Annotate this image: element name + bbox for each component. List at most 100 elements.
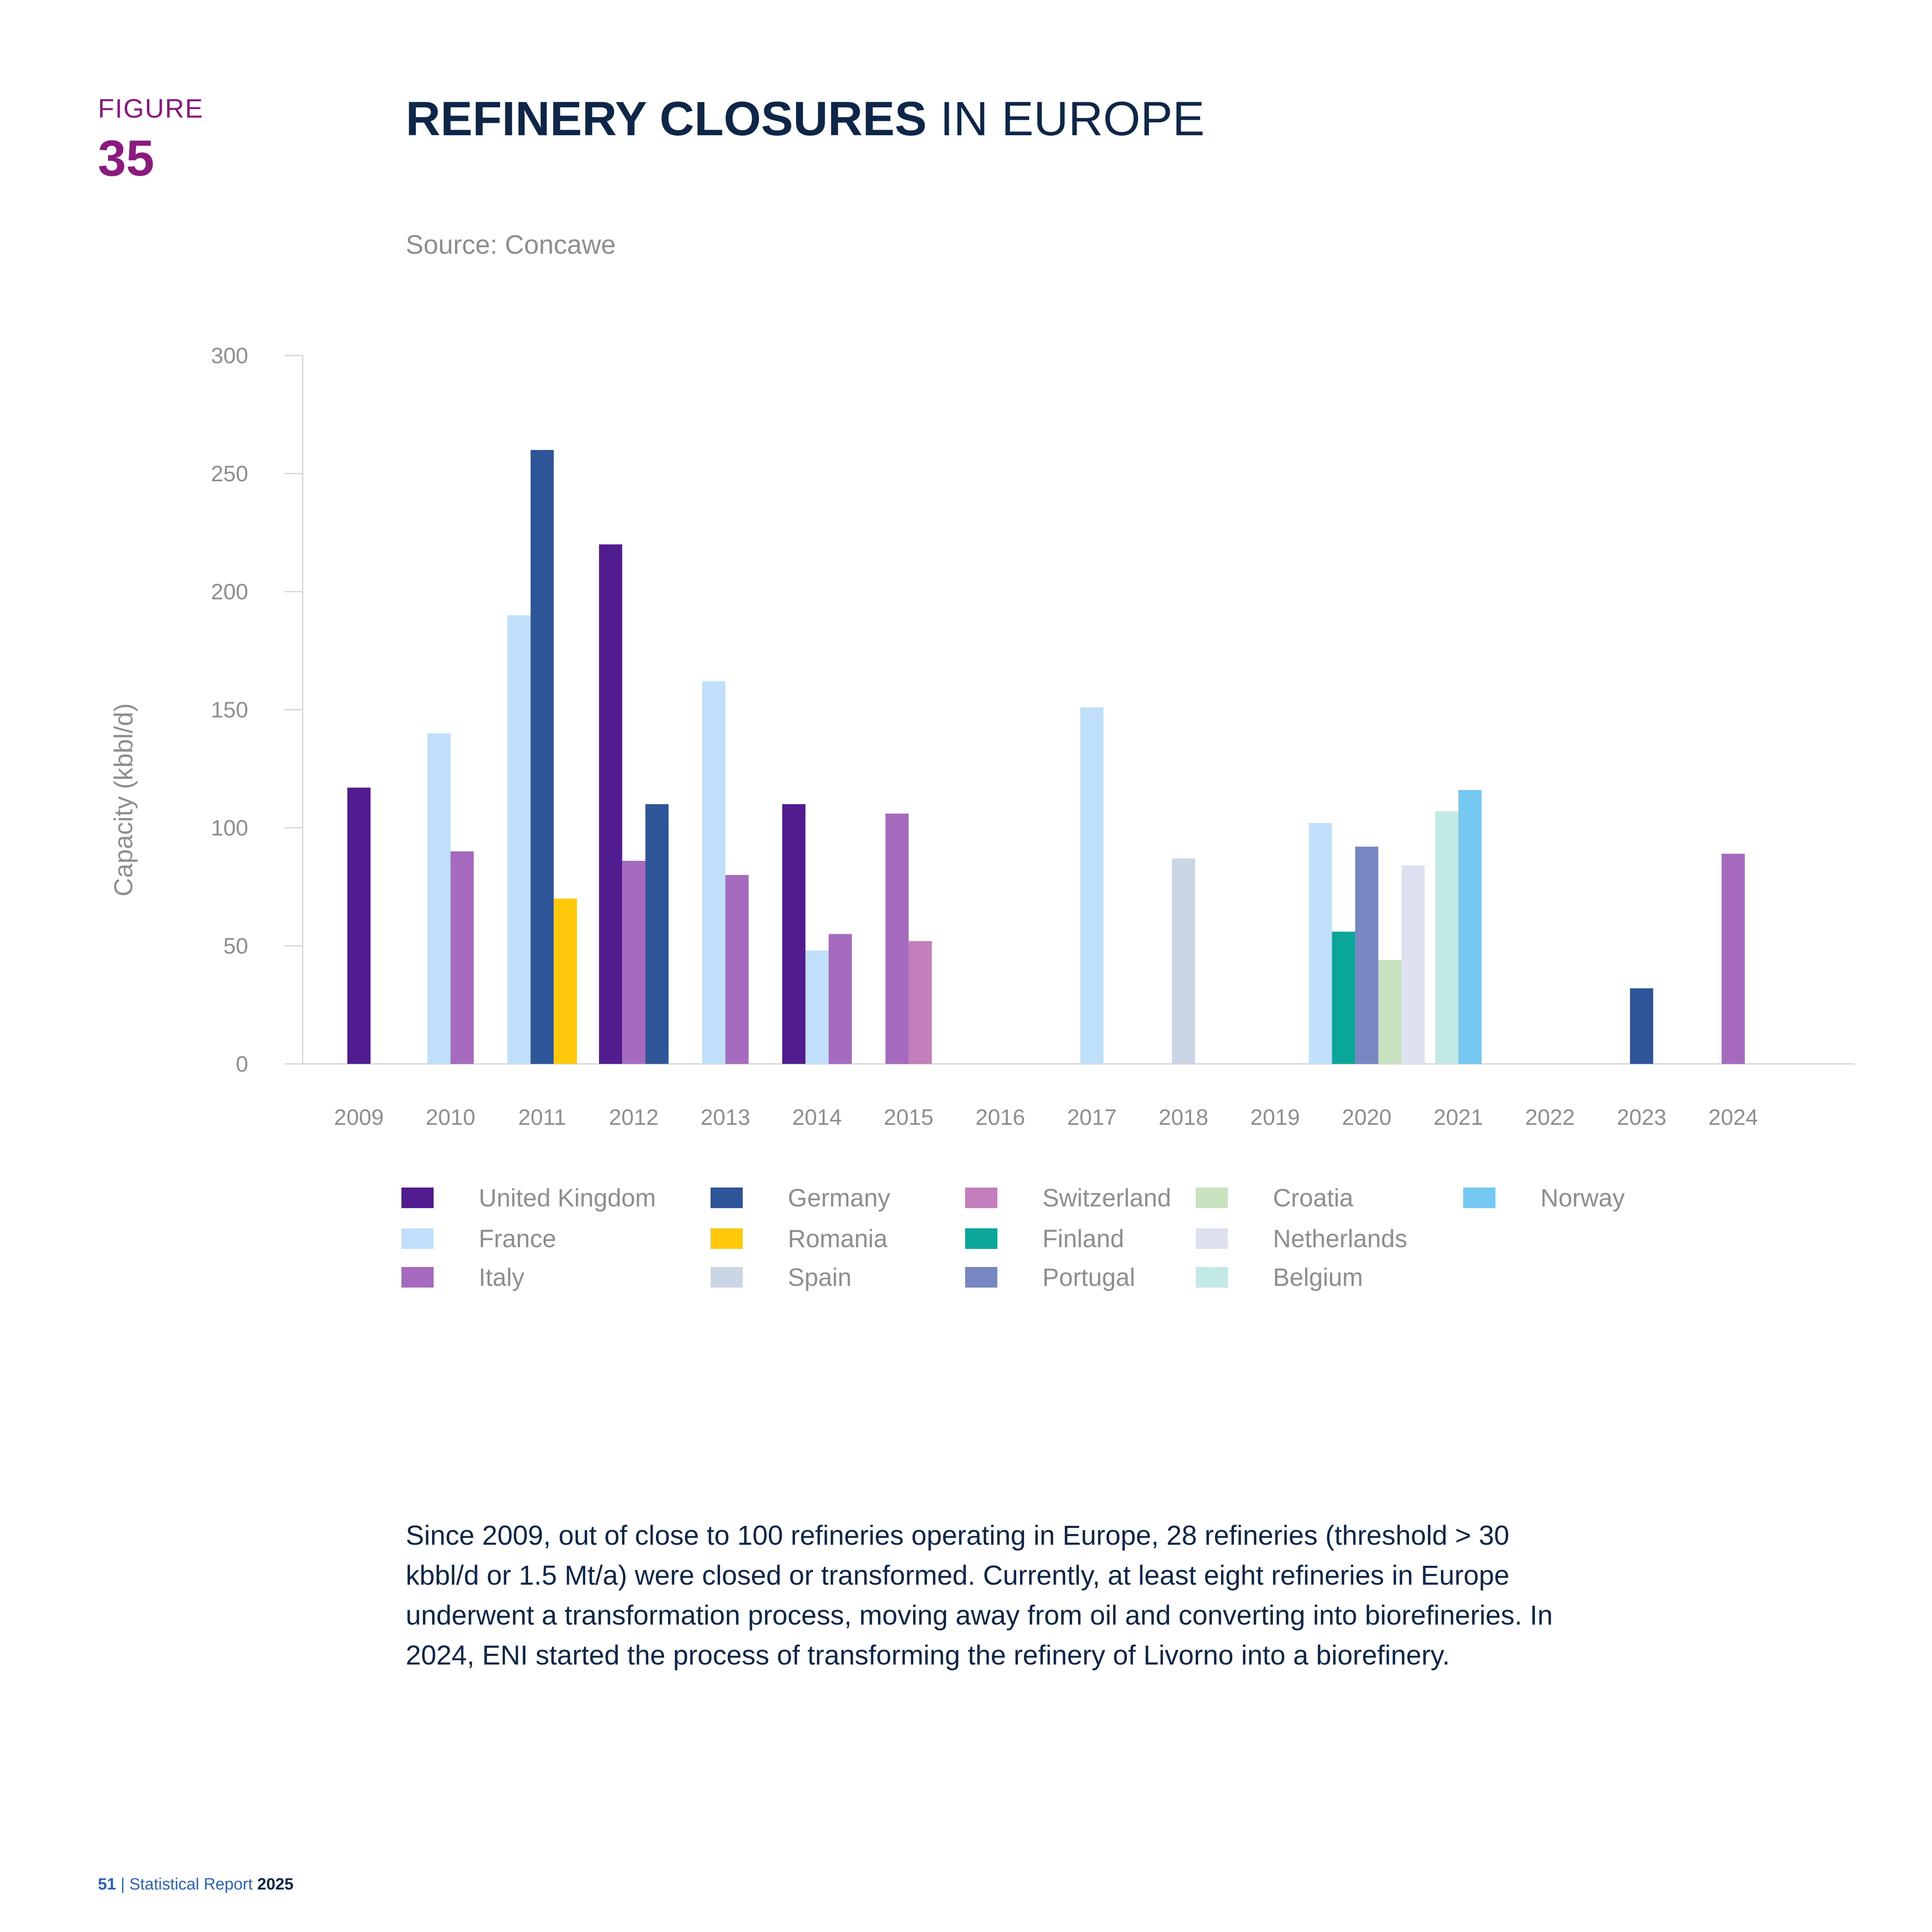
x-tick-label: 2019 xyxy=(1250,1105,1300,1130)
x-tick-label: 2021 xyxy=(1434,1105,1483,1130)
legend-swatch xyxy=(965,1267,997,1288)
bar xyxy=(427,733,451,1064)
legend-item: Netherlands xyxy=(1196,1225,1407,1253)
legend-item: United Kingdom xyxy=(401,1184,656,1212)
legend-item: Finland xyxy=(965,1225,1124,1253)
page-footer: 51 | Statistical Report 2025 xyxy=(98,1875,294,1894)
bar xyxy=(530,450,554,1064)
x-tick-label: 2015 xyxy=(884,1105,934,1130)
y-axis-title: Capacity (kbbl/d) xyxy=(109,703,138,896)
bar xyxy=(1309,823,1332,1064)
bar xyxy=(782,804,805,1064)
figure-label: FIGURE xyxy=(98,94,204,124)
legend-label: Italy xyxy=(479,1263,525,1291)
x-tick-label: 2018 xyxy=(1159,1105,1209,1130)
bar xyxy=(885,814,909,1064)
bar xyxy=(347,787,371,1064)
legend-item: Romania xyxy=(711,1225,887,1253)
legend-swatch xyxy=(965,1228,997,1249)
x-tick-label: 2011 xyxy=(518,1105,566,1130)
chart-source: Source: Concawe xyxy=(406,230,616,260)
legend-item: Italy xyxy=(401,1264,524,1291)
x-tick-label: 2016 xyxy=(975,1105,1025,1130)
x-tick-label: 2014 xyxy=(792,1105,842,1130)
bar xyxy=(1080,707,1104,1064)
chart-title-bold: REFINERY CLOSURES xyxy=(406,92,927,146)
x-tick-label: 2013 xyxy=(701,1105,750,1130)
bar xyxy=(1172,858,1195,1064)
x-tick-label: 2009 xyxy=(334,1105,384,1130)
bar-chart: 0 50 100 150 200 250 300 Capacity (kbbl/d) 2009 2… xyxy=(109,343,1855,1130)
bar xyxy=(1332,932,1355,1064)
legend-label: Romania xyxy=(788,1224,888,1253)
chart-title-light: IN EUROPE xyxy=(927,92,1205,146)
legend-item: France xyxy=(401,1225,556,1253)
bar xyxy=(1630,988,1653,1064)
bar xyxy=(645,804,669,1064)
bar xyxy=(599,544,623,1064)
figure-number: 35 xyxy=(98,130,155,187)
legend-label: Switzerland xyxy=(1042,1184,1171,1212)
bar xyxy=(1722,854,1745,1064)
legend-swatch xyxy=(1463,1188,1495,1208)
legend-label: Portugal xyxy=(1042,1263,1136,1291)
page-number: 51 xyxy=(98,1875,116,1893)
legend-label: Belgium xyxy=(1273,1263,1363,1291)
legend-label: Netherlands xyxy=(1273,1224,1407,1253)
x-tick-label: 2024 xyxy=(1708,1105,1758,1130)
x-tick-label: 2022 xyxy=(1525,1105,1575,1130)
y-tick-label: 100 xyxy=(211,816,248,841)
bar xyxy=(1355,847,1379,1064)
y-tick-label: 250 xyxy=(211,462,248,486)
legend-item: Germany xyxy=(711,1184,890,1212)
legend-swatch xyxy=(711,1228,743,1249)
chart-title: REFINERY CLOSURES IN EUROPE xyxy=(406,91,1205,146)
bar xyxy=(553,899,577,1064)
legend-label: Norway xyxy=(1540,1184,1625,1212)
legend-item: Portugal xyxy=(965,1264,1135,1291)
legend-swatch xyxy=(1196,1228,1228,1249)
legend-label: Germany xyxy=(788,1184,890,1212)
legend-label: United Kingdom xyxy=(479,1184,656,1212)
bar xyxy=(1378,960,1402,1064)
y-tick-label: 0 xyxy=(236,1052,248,1077)
x-tick-label: 2023 xyxy=(1617,1105,1667,1130)
legend-swatch xyxy=(401,1228,434,1249)
legend-item: Switzerland xyxy=(965,1184,1171,1212)
x-tick-label: 2010 xyxy=(426,1105,476,1130)
bar xyxy=(622,861,646,1064)
bar xyxy=(805,951,829,1064)
x-tick-label: 2012 xyxy=(609,1105,659,1130)
y-tick-label: 300 xyxy=(211,343,248,368)
footer-report-name: Statistical Report xyxy=(129,1875,258,1893)
legend-item: Croatia xyxy=(1196,1184,1353,1212)
bar xyxy=(702,681,726,1064)
legend-item: Spain xyxy=(711,1264,851,1291)
legend-swatch xyxy=(401,1188,434,1208)
legend-swatch xyxy=(401,1267,434,1288)
legend-label: Finland xyxy=(1042,1224,1124,1253)
bar xyxy=(1435,811,1458,1064)
legend-swatch xyxy=(965,1188,997,1208)
legend-swatch xyxy=(711,1267,743,1288)
bar xyxy=(829,934,852,1064)
y-tick-label: 200 xyxy=(211,580,248,605)
y-tick-label: 50 xyxy=(223,934,248,959)
footer-year: 2025 xyxy=(257,1875,294,1893)
footer-separator: | xyxy=(116,1875,130,1893)
bar xyxy=(507,615,531,1064)
legend-swatch xyxy=(1196,1267,1228,1288)
bar xyxy=(1401,866,1425,1064)
y-tick-label: 150 xyxy=(211,698,248,723)
legend-label: France xyxy=(479,1224,556,1253)
x-tick-label: 2020 xyxy=(1342,1105,1392,1130)
x-tick-label: 2017 xyxy=(1067,1105,1117,1130)
legend-swatch xyxy=(711,1188,743,1208)
legend-swatch xyxy=(1196,1188,1228,1208)
body-paragraph: Since 2009, out of close to 100 refineri… xyxy=(406,1520,1553,1671)
legend-item: Norway xyxy=(1463,1184,1625,1212)
legend-item: Belgium xyxy=(1196,1264,1363,1291)
bar xyxy=(725,875,749,1064)
bar xyxy=(908,941,932,1064)
bar xyxy=(1458,790,1482,1064)
